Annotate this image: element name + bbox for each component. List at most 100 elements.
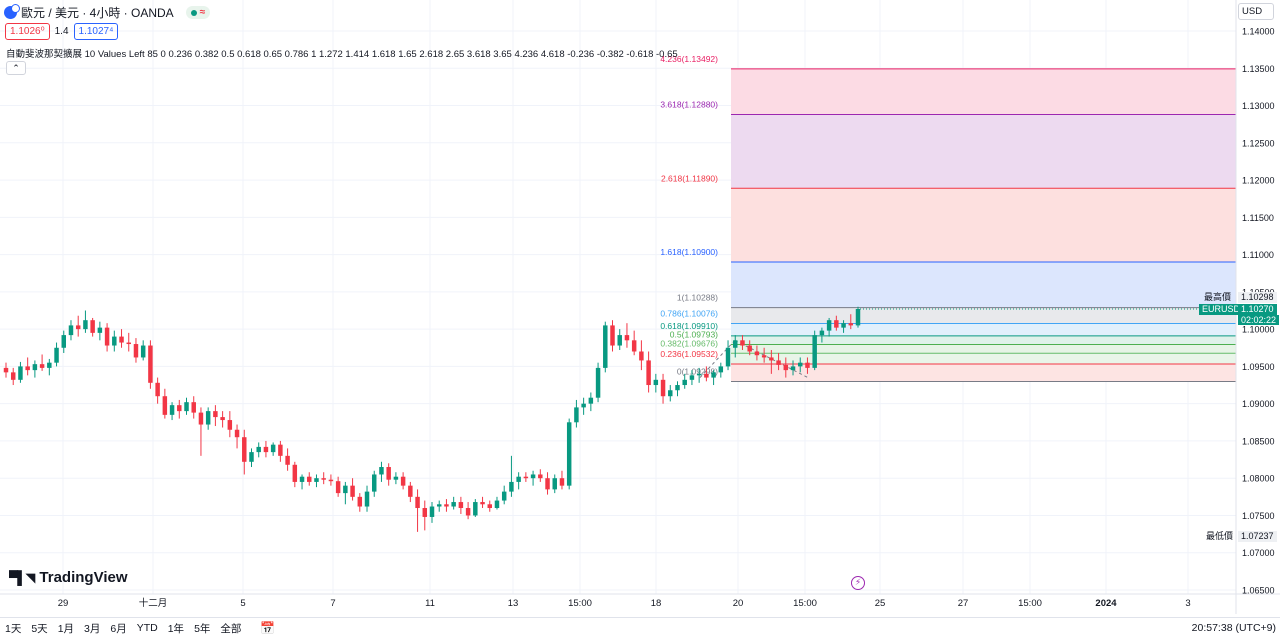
range-1y[interactable]: 1年 (167, 622, 185, 635)
candle[interactable] (263, 440, 269, 458)
candle[interactable] (834, 315, 839, 331)
range-5y[interactable]: 5年 (194, 622, 211, 635)
candle[interactable] (725, 340, 731, 371)
candle[interactable] (812, 330, 817, 371)
candle[interactable] (473, 499, 478, 517)
lightning-event-icon[interactable]: ⚡ (851, 576, 865, 590)
candle[interactable] (112, 330, 117, 352)
candle[interactable] (90, 317, 95, 337)
candle[interactable] (552, 474, 557, 494)
symbol-header[interactable]: 歐元 / 美元 · 4小時 · OANDA ≈ (4, 4, 211, 21)
candle[interactable] (292, 461, 298, 488)
candle[interactable] (819, 327, 825, 343)
candle[interactable] (213, 405, 218, 427)
candle[interactable] (848, 314, 854, 330)
candle[interactable] (559, 470, 565, 490)
candle[interactable] (704, 366, 709, 382)
candle[interactable] (509, 455, 514, 497)
candle[interactable] (855, 306, 861, 328)
candle[interactable] (682, 373, 687, 389)
currency-selector[interactable]: USD (1238, 3, 1274, 20)
candle[interactable] (487, 500, 493, 512)
candle[interactable] (205, 407, 211, 430)
candle[interactable] (191, 396, 196, 419)
candle[interactable] (61, 330, 67, 353)
candle[interactable] (617, 329, 622, 351)
candle[interactable] (270, 442, 276, 456)
candle[interactable] (826, 317, 832, 337)
candle[interactable] (581, 397, 586, 415)
candle[interactable] (242, 429, 247, 475)
candle[interactable] (603, 321, 608, 373)
candle[interactable] (119, 329, 124, 348)
candle[interactable] (769, 350, 774, 374)
candle[interactable] (538, 469, 543, 482)
candle[interactable] (516, 472, 521, 490)
indicator-legend[interactable]: 自動斐波那契擴展 10 Values Left 85 0 0.236 0.382… (6, 49, 678, 60)
candle[interactable] (689, 370, 695, 386)
range-1d[interactable]: 1天 (5, 622, 22, 635)
candle[interactable] (415, 489, 420, 532)
candle[interactable] (465, 502, 471, 520)
symbol-title[interactable]: 歐元 / 美元 · 4小時 · OANDA (21, 6, 174, 20)
candle[interactable] (68, 320, 74, 341)
candle[interactable] (299, 474, 305, 490)
candle[interactable] (25, 357, 30, 376)
candle[interactable] (610, 320, 615, 352)
candle[interactable] (148, 340, 153, 389)
candle[interactable] (675, 381, 680, 397)
candle[interactable] (631, 330, 637, 356)
buy-button[interactable]: 1.1027⁴ (73, 23, 119, 40)
candle[interactable] (285, 448, 290, 471)
candle[interactable] (574, 399, 579, 428)
candle[interactable] (718, 362, 724, 378)
candle[interactable] (169, 402, 175, 421)
clock-timezone[interactable]: 20:57:38 (UTC+9) (1191, 622, 1276, 634)
candle[interactable] (18, 361, 23, 383)
tradingview-logo[interactable]: ▀▌◥ TradingView (9, 569, 128, 586)
candle[interactable] (400, 472, 406, 490)
candle[interactable] (805, 357, 810, 374)
sell-button[interactable]: 1.1026⁰ (5, 23, 50, 40)
range-6m[interactable]: 6月 (110, 622, 127, 635)
candle[interactable] (790, 360, 796, 376)
candle[interactable] (668, 385, 673, 402)
candle[interactable] (408, 481, 413, 503)
candle[interactable] (444, 499, 449, 512)
candle[interactable] (776, 352, 781, 371)
candle[interactable] (566, 418, 572, 490)
candle[interactable] (335, 476, 341, 497)
candle[interactable] (761, 347, 767, 363)
candle[interactable] (747, 340, 752, 356)
candle[interactable] (660, 373, 666, 404)
candle[interactable] (530, 470, 536, 486)
candle[interactable] (545, 472, 550, 495)
candle[interactable] (371, 470, 377, 497)
candle[interactable] (696, 367, 702, 383)
candle[interactable] (177, 399, 182, 419)
candle[interactable] (321, 472, 326, 485)
candle[interactable] (249, 448, 254, 468)
range-3m[interactable]: 3月 (84, 622, 101, 635)
candle[interactable] (32, 360, 38, 378)
market-status-badge[interactable]: ≈ (185, 6, 211, 19)
candle[interactable] (256, 442, 261, 458)
candle[interactable] (458, 496, 464, 514)
candle[interactable] (480, 496, 485, 509)
candle[interactable] (588, 392, 594, 412)
candle[interactable] (754, 345, 760, 361)
candle[interactable] (75, 315, 81, 337)
candle[interactable] (379, 461, 384, 482)
collapse-legend-button[interactable]: ⌃ (6, 61, 26, 75)
range-5d[interactable]: 5天 (31, 622, 48, 635)
candle[interactable] (595, 362, 601, 403)
candle[interactable] (523, 472, 529, 482)
candle[interactable] (47, 358, 52, 376)
candle[interactable] (220, 411, 225, 428)
range-all[interactable]: 全部 (220, 622, 242, 635)
range-1m[interactable]: 1月 (57, 622, 75, 635)
candle[interactable] (140, 340, 146, 361)
candle[interactable] (10, 367, 16, 386)
candle[interactable] (278, 440, 283, 462)
